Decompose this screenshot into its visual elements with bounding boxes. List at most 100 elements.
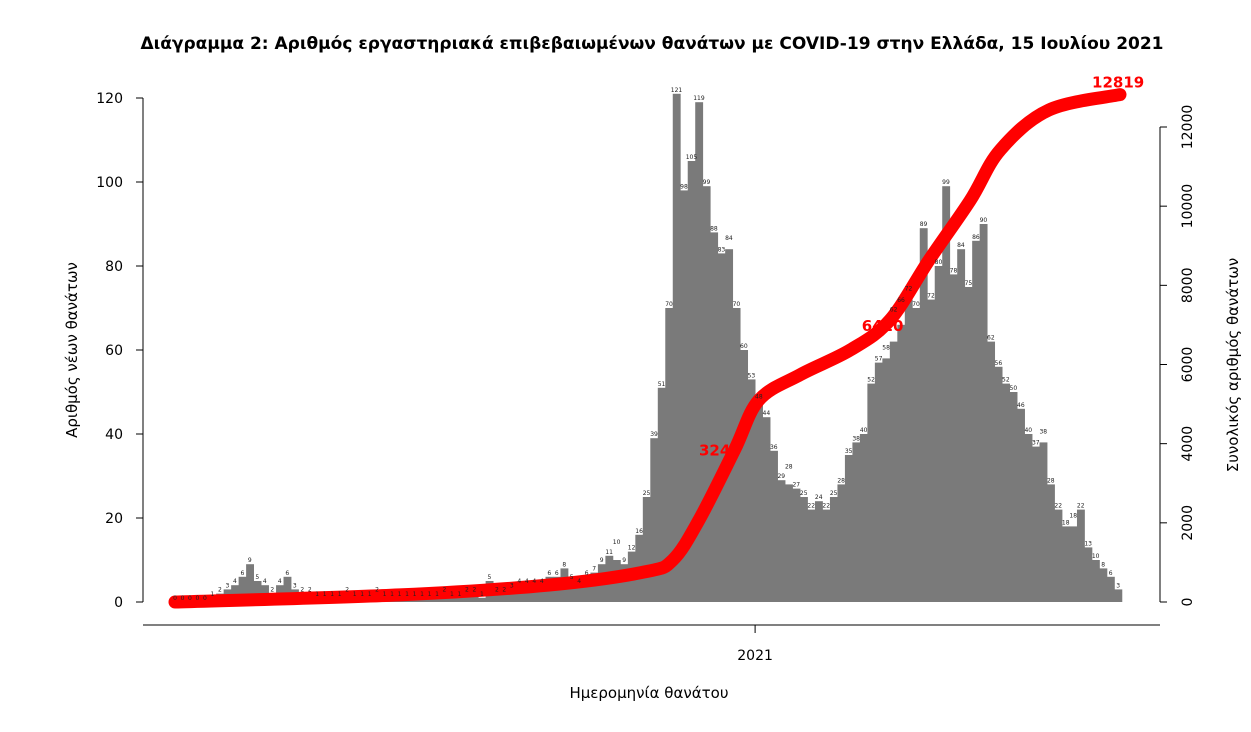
- daily-bar: [567, 581, 576, 602]
- daily-bar: [979, 224, 988, 602]
- chart-title: Διάγραμμα 2: Αριθμός εργαστηριακά επιβεβ…: [140, 34, 1163, 54]
- daily-bar: [770, 450, 778, 602]
- bar-value-label: 70: [912, 301, 920, 308]
- y-right-tick-label: 0: [1180, 598, 1196, 607]
- daily-bar: [1047, 484, 1055, 602]
- daily-bar: [800, 497, 808, 602]
- y-right-tick-label: 2000: [1180, 505, 1196, 541]
- bar-value-label: 8: [1101, 561, 1105, 568]
- y-left-tick-label: 40: [105, 427, 123, 443]
- daily-bar: [987, 341, 996, 602]
- bar-value-label: 2: [300, 587, 304, 594]
- daily-bar: [904, 299, 913, 602]
- bar-value-label: 1: [420, 591, 424, 598]
- bar-value-label: 2: [443, 587, 447, 594]
- y-left-tick-label: 60: [105, 343, 123, 359]
- bar-value-label: 2: [465, 587, 469, 594]
- bar-value-label: 38: [852, 435, 860, 442]
- bar-value-label: 72: [905, 286, 913, 293]
- bar-value-label: 1: [368, 591, 372, 598]
- bar-value-label: 8: [562, 561, 566, 568]
- bar-value-label: 1: [330, 591, 334, 598]
- bar-value-label: 62: [987, 335, 995, 342]
- bar-value-label: 29: [777, 473, 785, 480]
- bar-value-label: 40: [1024, 427, 1032, 434]
- daily-bar: [695, 102, 704, 602]
- bar-value-label: 1: [315, 591, 319, 598]
- bar-value-label: 3: [293, 582, 297, 589]
- daily-bar: [1032, 446, 1040, 602]
- bar-value-label: 1: [323, 591, 327, 598]
- bar-value-label: 5: [570, 574, 574, 581]
- y-right-tick-label: 10000: [1180, 184, 1196, 229]
- bar-value-label: 25: [800, 490, 808, 497]
- bar-value-label: 10: [613, 539, 621, 546]
- bar-value-label: 57: [875, 356, 883, 363]
- bar-value-label: 4: [263, 578, 267, 585]
- bar-value-label: 75: [965, 280, 973, 287]
- bar-value-label: 1: [450, 591, 454, 598]
- cumulative-annotation: 324: [699, 442, 730, 460]
- daily-bar: [1061, 526, 1070, 602]
- bar-value-label: 12: [628, 545, 636, 552]
- bar-value-label: 86: [972, 234, 980, 241]
- bar-value-label: 11: [605, 549, 613, 556]
- bar-value-label: 1: [405, 591, 409, 598]
- y-right-tick-label: 6000: [1180, 347, 1196, 383]
- bar-value-label: 89: [920, 221, 928, 228]
- cumulative-line: [168, 88, 1127, 609]
- bar-value-label: 28: [785, 463, 793, 470]
- y-right-tick-label: 12000: [1180, 105, 1196, 150]
- y-right-tick-label: 4000: [1180, 426, 1196, 462]
- bar-value-label: 105: [686, 154, 698, 161]
- bar-value-label: 9: [248, 557, 252, 564]
- daily-bar: [582, 576, 591, 602]
- daily-bar: [889, 341, 898, 602]
- daily-bar: [672, 93, 681, 603]
- bar-value-label: 119: [693, 95, 705, 102]
- bar-value-label: 1: [435, 591, 439, 598]
- daily-bar: [837, 484, 846, 602]
- bar-value-label: 40: [860, 427, 868, 434]
- daily-bar: [777, 480, 786, 602]
- daily-bar: [897, 324, 906, 602]
- bar-value-label: 5: [487, 574, 491, 581]
- bar-value-label: 2: [495, 587, 499, 594]
- bar-value-label: 6: [240, 570, 244, 577]
- bar-value-label: 72: [927, 293, 935, 300]
- daily-bar: [725, 249, 734, 602]
- bar-value-label: 88: [710, 225, 718, 232]
- daily-bar: [927, 299, 936, 602]
- y-left-tick-label: 100: [96, 175, 123, 191]
- daily-bar: [949, 274, 958, 602]
- bar-value-label: 78: [950, 267, 958, 274]
- daily-bar: [1084, 547, 1093, 602]
- daily-bar: [994, 366, 1003, 602]
- daily-bar: [1114, 589, 1123, 602]
- bar-value-label: 6: [1109, 570, 1113, 577]
- bar-value-label: 66: [897, 297, 905, 304]
- daily-bar: [530, 585, 539, 602]
- bar-value-label: 1: [338, 591, 342, 598]
- daily-bar: [912, 308, 921, 602]
- bar-value-label: 1: [360, 591, 364, 598]
- daily-bar: [650, 438, 659, 602]
- bar-value-label: 37: [1032, 440, 1040, 447]
- bar-value-label: 0: [181, 595, 185, 602]
- bar-value-label: 1: [428, 591, 432, 598]
- bar-value-label: 35: [845, 448, 853, 455]
- axes-group: 0204060801001200200040006000800010000120…: [96, 91, 1196, 664]
- daily-bar: [620, 564, 629, 602]
- bar-value-label: 98: [680, 183, 688, 190]
- daily-bar: [882, 358, 891, 602]
- bar-value-label: 51: [658, 381, 666, 388]
- y-axis-left-label: Αριθμός νέων θανάτων: [63, 262, 81, 438]
- bar-value-label: 1: [480, 591, 484, 598]
- bar-value-label: 3: [510, 582, 514, 589]
- bar-value-label: 48: [755, 393, 763, 400]
- daily-bar: [964, 287, 973, 602]
- daily-bar: [253, 581, 262, 602]
- bar-value-label: 2: [345, 587, 349, 594]
- daily-bar: [665, 308, 674, 602]
